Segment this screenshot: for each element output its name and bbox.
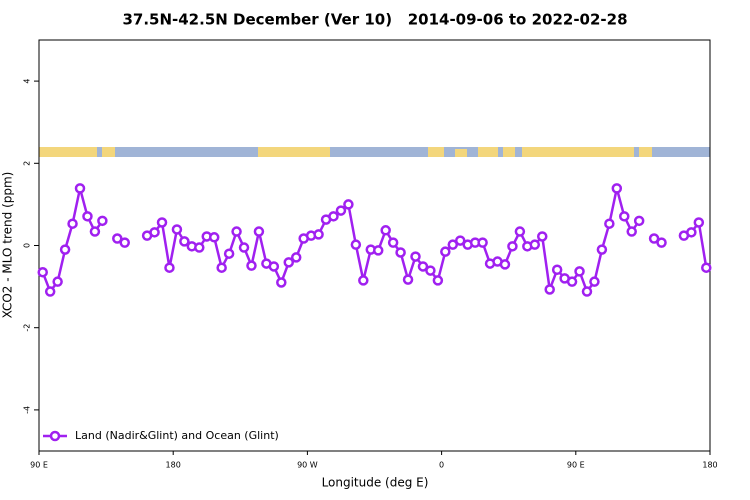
point <box>328 211 339 222</box>
point <box>529 239 541 250</box>
point <box>551 264 563 275</box>
point <box>149 227 160 238</box>
point <box>387 237 399 248</box>
point <box>358 275 369 286</box>
point <box>686 227 697 238</box>
point <box>231 226 242 237</box>
point <box>164 262 175 273</box>
point <box>425 265 436 276</box>
point <box>335 205 347 216</box>
point <box>223 248 235 259</box>
point <box>82 211 93 222</box>
legend-marker <box>49 430 61 442</box>
point <box>566 276 578 287</box>
point <box>633 215 645 227</box>
point <box>604 218 615 229</box>
point <box>417 261 429 272</box>
point <box>402 274 414 285</box>
legend-label: Land (Nadir&Glint) and Ocean (Glint) <box>75 429 279 442</box>
point <box>238 242 250 253</box>
point <box>290 252 302 263</box>
point <box>179 236 190 247</box>
point <box>171 224 183 235</box>
point <box>701 262 712 273</box>
point <box>596 244 608 255</box>
point <box>372 245 384 256</box>
point <box>246 260 257 271</box>
point <box>544 284 555 295</box>
point <box>59 244 71 255</box>
point <box>156 217 168 228</box>
point <box>440 246 451 257</box>
point <box>619 211 630 222</box>
point <box>119 237 130 248</box>
point <box>611 183 623 194</box>
y-tick-label: -4 <box>23 406 32 414</box>
map-strip <box>39 147 710 157</box>
x-tick-label: 0 <box>439 461 444 470</box>
point <box>693 217 705 228</box>
point <box>432 275 444 286</box>
point <box>52 276 63 287</box>
y-tick-label: 0 <box>23 243 32 248</box>
y-tick-label: 4 <box>23 79 32 84</box>
x-tick-label: 180 <box>702 461 717 470</box>
point <box>283 257 295 268</box>
point <box>477 237 488 248</box>
point <box>216 262 227 273</box>
point <box>112 233 123 244</box>
point <box>499 259 511 270</box>
point <box>574 266 585 277</box>
x-tick-label: 90 W <box>297 461 318 470</box>
y-tick-label: -2 <box>23 324 32 332</box>
series-line <box>41 188 708 295</box>
x-tick-label: 90 E <box>567 461 585 470</box>
point <box>44 286 56 297</box>
x-tick-label: 180 <box>166 461 181 470</box>
plot-frame <box>38 39 711 452</box>
y-tick-label: 2 <box>23 161 32 166</box>
point <box>626 226 637 237</box>
x-tick-label: 90 E <box>30 461 48 470</box>
point <box>74 183 86 194</box>
point <box>507 241 518 252</box>
point <box>648 233 660 244</box>
point <box>67 218 78 229</box>
point <box>313 229 324 240</box>
point <box>37 266 48 278</box>
point <box>208 232 220 243</box>
point <box>97 215 108 227</box>
point <box>276 277 287 288</box>
point <box>656 237 667 248</box>
point <box>589 276 600 287</box>
point <box>447 239 459 250</box>
point <box>380 225 391 236</box>
point <box>410 251 421 262</box>
point <box>395 247 406 258</box>
point <box>343 199 354 210</box>
y-axis-label: XCO2 - MLO trend (ppm) <box>1 172 15 319</box>
point <box>581 286 593 297</box>
point <box>268 261 280 272</box>
point <box>253 226 265 237</box>
x-axis-label: Longitude (deg E) <box>322 476 429 490</box>
point <box>454 235 466 246</box>
point <box>514 226 526 237</box>
point <box>194 242 205 253</box>
point <box>89 226 101 237</box>
chart-title: 37.5N-42.5N December (Ver 10) 2014-09-06… <box>122 11 627 29</box>
point <box>537 231 548 242</box>
point <box>350 239 362 250</box>
